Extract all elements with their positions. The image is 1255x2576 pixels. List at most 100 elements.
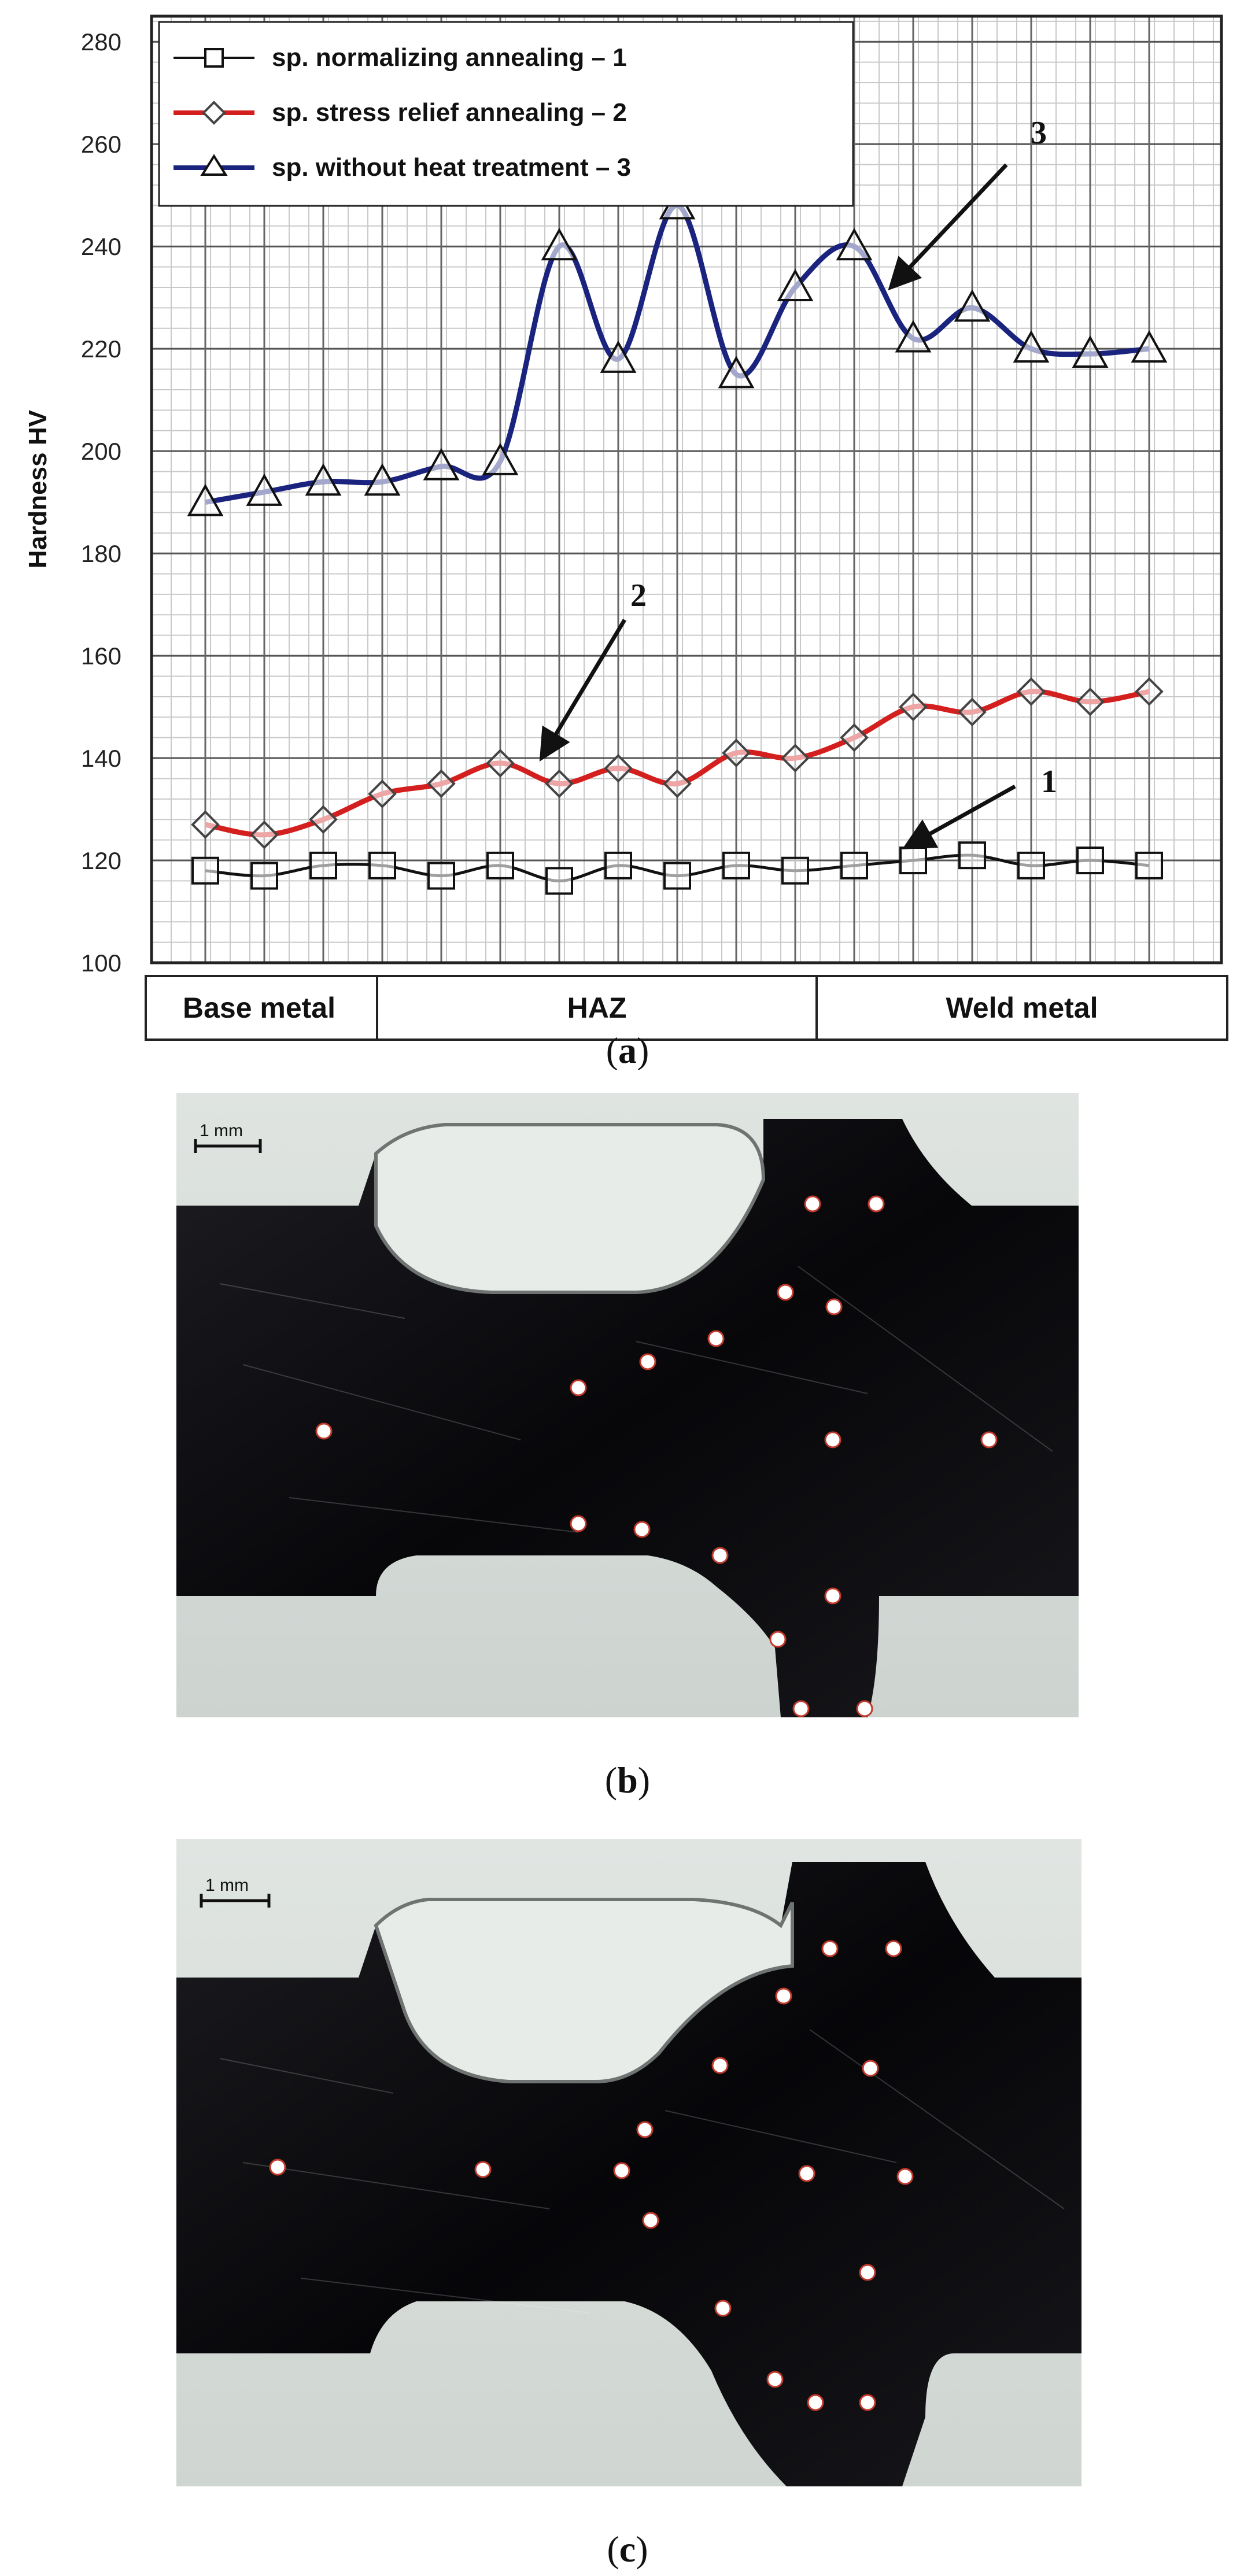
data-point-square [250, 862, 278, 890]
y-tick-label: 260 [81, 131, 121, 158]
data-point-square [309, 851, 337, 879]
caption-b: (b) [605, 1760, 650, 1801]
data-point-square [191, 856, 219, 885]
data-point-square [1135, 851, 1163, 879]
data-point-square [663, 862, 691, 890]
data-point-diamond [191, 810, 220, 839]
data-point-diamond [958, 697, 987, 727]
figure-a: 100 120 140 160 180 200 220 240 260 280 Hardness … [0, 0, 1255, 1070]
indent-dot [859, 2394, 876, 2411]
data-point-diamond [250, 820, 279, 849]
legend-entry-2: sp. stress relief annealing – 2 [272, 98, 627, 127]
indent-dot [807, 2394, 824, 2411]
indent-dot [642, 2212, 659, 2229]
indent-dot [804, 1195, 821, 1213]
data-point-diamond [840, 723, 869, 752]
data-point-square [604, 851, 632, 879]
caption-a: (a) [606, 1030, 649, 1070]
legend-diamond-marker [202, 101, 226, 125]
indent-dot [636, 2121, 654, 2138]
data-point-diamond [368, 779, 397, 808]
y-tick-label: 220 [81, 335, 121, 363]
caption-c: (c) [607, 2529, 648, 2570]
indent-dot [613, 2162, 630, 2179]
data-point-square [722, 851, 750, 879]
indent-dot [269, 2159, 286, 2176]
data-point-triangle [1131, 330, 1168, 363]
specimen-b [176, 1119, 1079, 1717]
indent-dot [711, 2057, 729, 2074]
indent-dot [868, 1195, 885, 1213]
data-point-diamond [604, 753, 633, 783]
data-point-triangle [305, 463, 342, 496]
zone-label-haz: HAZ [567, 992, 627, 1024]
data-point-diamond [1135, 677, 1164, 706]
indent-dot [474, 2161, 492, 2178]
y-tick-label: 160 [81, 642, 121, 670]
indent-dot [856, 1700, 873, 1717]
indent-dot [862, 2060, 879, 2077]
indent-dot [798, 2165, 815, 2182]
data-point-triangle [1013, 330, 1050, 363]
legend-triangle-marker [200, 154, 228, 176]
indent-dot [821, 1940, 839, 1957]
data-point-square [368, 851, 396, 879]
indent-dot [570, 1379, 587, 1396]
data-point-diamond [309, 805, 338, 834]
y-tick-label: 280 [81, 28, 121, 56]
indent-dot [633, 1521, 651, 1538]
data-point-diamond [427, 769, 456, 799]
data-point-square [899, 847, 927, 875]
data-point-square [1076, 847, 1104, 875]
arrow-2 [539, 619, 627, 762]
data-point-triangle [246, 473, 283, 506]
arrow-1 [902, 784, 1016, 849]
data-point-diamond [486, 749, 515, 778]
indent-dot [707, 1330, 725, 1347]
data-point-triangle [777, 268, 814, 301]
indent-dot [885, 1940, 902, 1957]
y-axis-label: Hardness HV [24, 409, 52, 568]
data-point-triangle [423, 448, 460, 481]
y-tick-label: 180 [81, 540, 121, 567]
data-point-square [1017, 851, 1045, 879]
indent-dot [639, 1353, 656, 1370]
indent-dots-b [315, 1195, 998, 1717]
indent-dot [792, 1700, 810, 1717]
indent-dot [711, 1547, 729, 1564]
indent-dots-c [269, 1940, 914, 2411]
micrograph-b: 1 mm (b) [176, 1093, 1079, 1801]
indent-dot [769, 1631, 787, 1648]
data-point-square [781, 856, 809, 885]
annotation-label-3: 3 [1031, 115, 1047, 151]
data-point-diamond [899, 692, 928, 722]
notch-top-c [374, 1898, 794, 2083]
legend-entry-3: sp. without heat treatment – 3 [272, 153, 631, 182]
y-tick-labels: 100 120 140 160 180 200 220 240 260 280 [81, 28, 121, 977]
arrow-3 [888, 163, 1008, 291]
figure-b: 1 mm (b) [0, 1093, 1255, 1816]
data-point-diamond [1017, 677, 1046, 706]
y-tick-label: 140 [81, 745, 121, 772]
data-point-square [840, 851, 868, 879]
zone-label-base-metal: Base metal [183, 992, 335, 1024]
legend-square-marker [204, 48, 224, 68]
indent-dot [570, 1515, 587, 1532]
indent-dot [824, 1587, 841, 1605]
hardness-chart: 100 120 140 160 180 200 220 240 260 280 Hardness … [24, 14, 1228, 1070]
indent-dot [825, 1298, 843, 1315]
scratch-marks-c [219, 2029, 1065, 2313]
data-point-square [427, 862, 455, 890]
annotation-label-2: 2 [630, 578, 647, 613]
data-point-square [545, 867, 573, 895]
zone-bar-frame [145, 975, 1228, 1041]
data-point-triangle [364, 463, 401, 496]
data-point-triangle [1072, 335, 1109, 368]
indent-dot [766, 2371, 784, 2388]
data-point-triangle [954, 289, 991, 322]
scale-label-b: 1 mm [200, 1121, 243, 1140]
y-tick-label: 200 [81, 438, 121, 465]
data-point-diamond [1076, 687, 1105, 716]
indent-dot [714, 2300, 732, 2317]
micrograph-c: 1 mm (c) [176, 1839, 1081, 2570]
